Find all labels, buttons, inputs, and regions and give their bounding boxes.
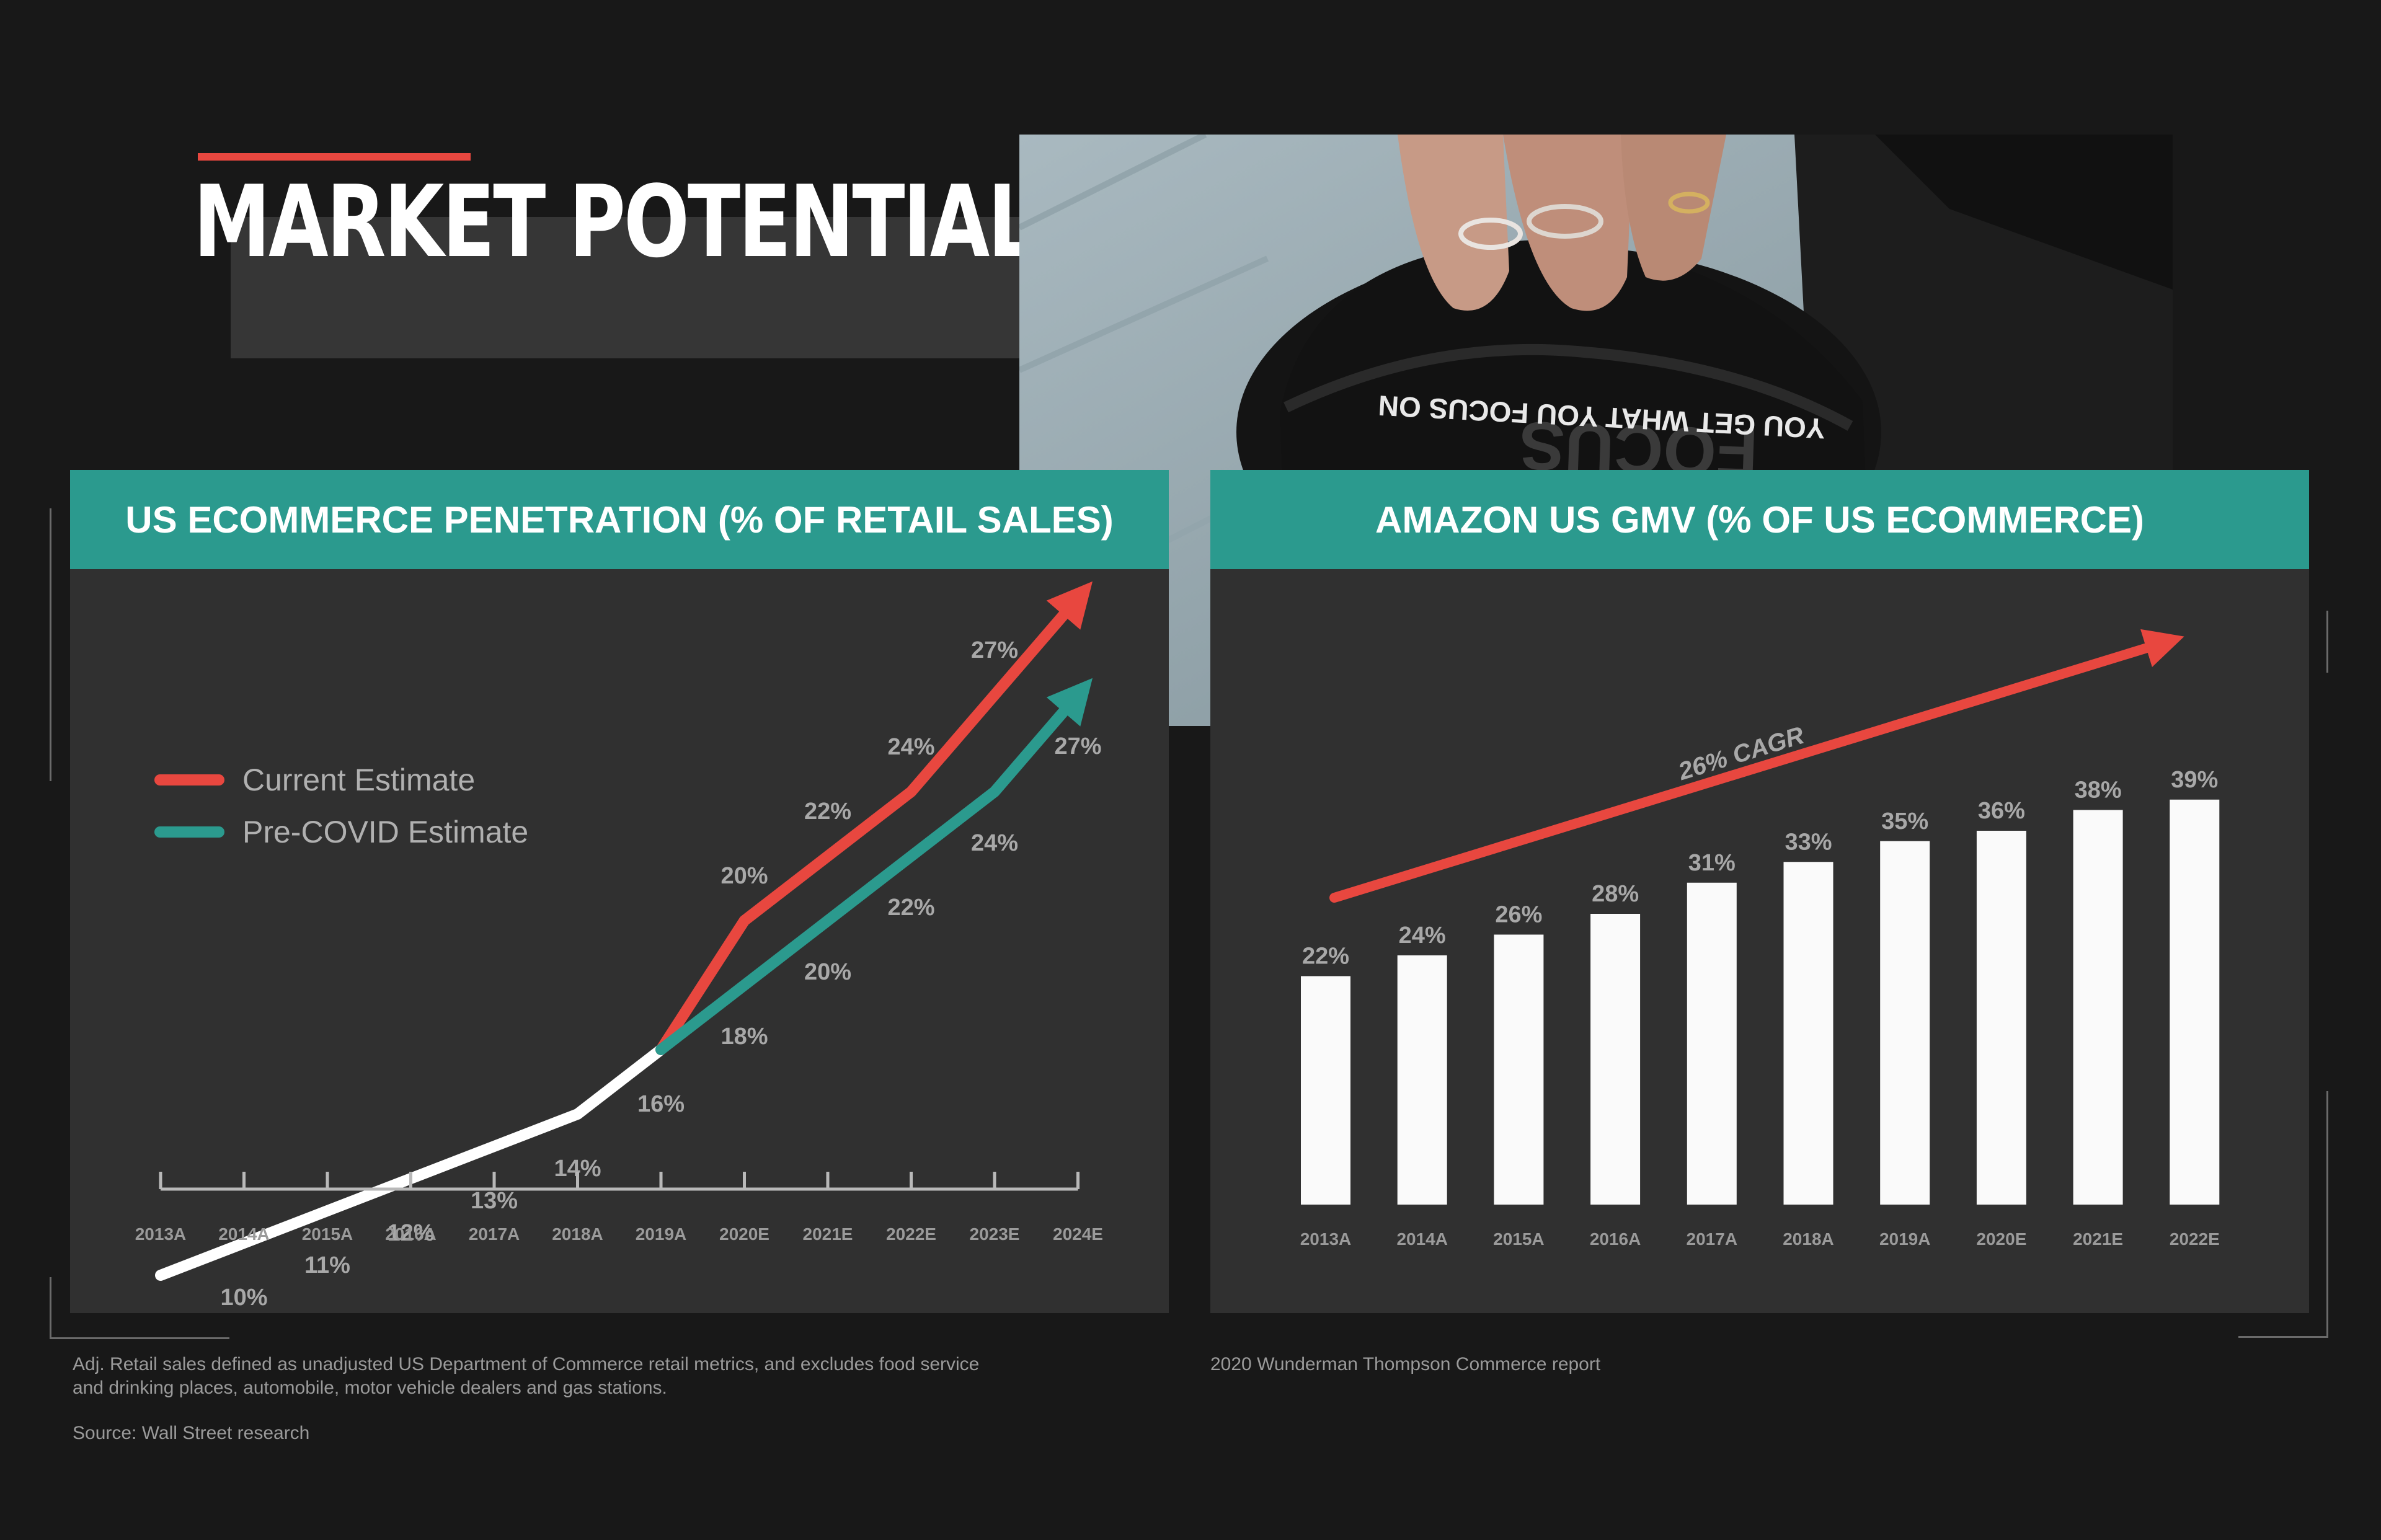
footnote-retail-definition: Adj. Retail sales defined as unadjusted … bbox=[73, 1353, 1164, 1400]
gmv-bar bbox=[2073, 810, 2123, 1205]
data-label-current-estimate: 22% bbox=[804, 799, 851, 825]
x-tick-label: 2022E bbox=[2170, 1229, 2220, 1249]
title-background-box bbox=[231, 217, 1019, 358]
gmv-bar bbox=[1590, 914, 1641, 1205]
bracket-line bbox=[2238, 1336, 2328, 1338]
x-tick-label: 2016A bbox=[1590, 1229, 1641, 1249]
cagr-trend-arrow bbox=[1329, 629, 2184, 903]
data-label-precovid-estimate: 27% bbox=[1054, 733, 1101, 759]
gmv-bar-value-label: 35% bbox=[1881, 808, 1928, 834]
gmv-bar-value-label: 38% bbox=[2075, 777, 2122, 803]
legend-label-precovid: Pre-COVID Estimate bbox=[242, 815, 528, 849]
x-tick-label: 2015A bbox=[302, 1224, 353, 1244]
bracket-line bbox=[50, 1277, 51, 1339]
x-tick-label: 2018A bbox=[552, 1224, 603, 1244]
data-label-historical: 11% bbox=[304, 1252, 350, 1278]
x-tick-label: 2021E bbox=[2073, 1229, 2123, 1249]
gmv-bar-value-label: 31% bbox=[1688, 850, 1736, 876]
data-label-current-estimate: 20% bbox=[721, 863, 768, 889]
data-label-current-estimate: 24% bbox=[887, 734, 934, 760]
footnote-line-1: Adj. Retail sales defined as unadjusted … bbox=[73, 1354, 980, 1374]
x-tick-label: 2013A bbox=[1300, 1229, 1352, 1249]
bracket-line bbox=[2326, 611, 2328, 673]
data-label-historical: 16% bbox=[637, 1091, 685, 1117]
amazon-gmv-heading: AMAZON US GMV (% OF US ECOMMERCE) bbox=[1210, 470, 2309, 569]
x-tick-label: 2021E bbox=[803, 1224, 853, 1244]
data-label-precovid-estimate: 20% bbox=[804, 959, 851, 985]
gmv-bar bbox=[1494, 934, 1544, 1205]
gmv-bar-value-label: 36% bbox=[1978, 798, 2025, 824]
x-tick-label: 2017A bbox=[469, 1224, 520, 1244]
x-tick-label: 2018A bbox=[1783, 1229, 1834, 1249]
gmv-bar bbox=[1301, 976, 1350, 1205]
ecommerce-penetration-panel: US ECOMMERCE PENETRATION (% OF RETAIL SA… bbox=[70, 470, 1169, 1313]
title-accent-bar bbox=[198, 153, 471, 161]
gmv-bar bbox=[1687, 882, 1737, 1205]
gmv-bar bbox=[1783, 862, 1833, 1205]
x-tick-label: 2017A bbox=[1687, 1229, 1738, 1249]
gmv-bar bbox=[1397, 955, 1447, 1205]
amazon-gmv-panel: AMAZON US GMV (% OF US ECOMMERCE) 22% 201… bbox=[1210, 470, 2309, 1313]
gmv-bar bbox=[2170, 799, 2220, 1205]
footnote-line-2: and drinking places, automobile, motor v… bbox=[73, 1378, 667, 1398]
x-tick-label: 2024E bbox=[1053, 1224, 1103, 1244]
amazon-gmv-chart: 22% 2013A 24% 2014A 26% 2015A 28% 2016A 31% 2017A… bbox=[1300, 629, 2220, 1249]
x-tick-label: 2014A bbox=[1396, 1229, 1448, 1249]
series-line-precovid-estimate bbox=[655, 678, 1093, 1055]
gmv-bar-value-label: 22% bbox=[1302, 944, 1349, 970]
ecommerce-penetration-heading: US ECOMMERCE PENETRATION (% OF RETAIL SA… bbox=[70, 470, 1169, 569]
x-tick-label: 2022E bbox=[886, 1224, 936, 1244]
legend-label-current: Current Estimate bbox=[242, 763, 475, 797]
page-title: MARKET POTENTIAL bbox=[193, 164, 1037, 280]
data-label-historical: 10% bbox=[220, 1285, 267, 1311]
data-label-precovid-estimate: 18% bbox=[721, 1024, 768, 1050]
gmv-bar bbox=[1976, 831, 2026, 1205]
x-tick-label: 2020E bbox=[719, 1224, 769, 1244]
gmv-bar-value-label: 28% bbox=[1592, 881, 1639, 907]
gmv-bar-value-label: 26% bbox=[1495, 902, 1542, 928]
data-label-historical: 12% bbox=[387, 1220, 434, 1246]
x-tick-label: 2016A bbox=[385, 1224, 437, 1244]
x-tick-label: 2015A bbox=[1493, 1229, 1545, 1249]
bracket-line bbox=[50, 1337, 229, 1339]
bracket-line bbox=[50, 508, 51, 781]
x-tick-label: 2014A bbox=[218, 1224, 270, 1244]
data-label-precovid-estimate: 22% bbox=[887, 895, 934, 921]
series-line-current-estimate bbox=[655, 581, 1093, 1055]
gmv-bar bbox=[1880, 841, 1930, 1205]
x-tick-label: 2019A bbox=[636, 1224, 687, 1244]
gmv-bar-value-label: 33% bbox=[1785, 829, 1832, 855]
data-label-historical: 13% bbox=[471, 1188, 518, 1214]
footnote-source: Source: Wall Street research bbox=[73, 1423, 310, 1443]
data-label-precovid-estimate: 24% bbox=[971, 830, 1018, 856]
gmv-bar-value-label: 24% bbox=[1399, 923, 1446, 949]
footnote-amazon-source: 2020 Wunderman Thompson Commerce report bbox=[1210, 1354, 1601, 1374]
x-tick-label: 2019A bbox=[1879, 1229, 1931, 1249]
bracket-line bbox=[2326, 1091, 2328, 1338]
x-tick-label: 2023E bbox=[970, 1224, 1020, 1244]
data-label-current-estimate: 27% bbox=[971, 637, 1018, 663]
gmv-bar-value-label: 39% bbox=[2171, 767, 2218, 793]
x-tick-label: 2020E bbox=[1976, 1229, 2026, 1249]
x-tick-label: 2013A bbox=[135, 1224, 187, 1244]
